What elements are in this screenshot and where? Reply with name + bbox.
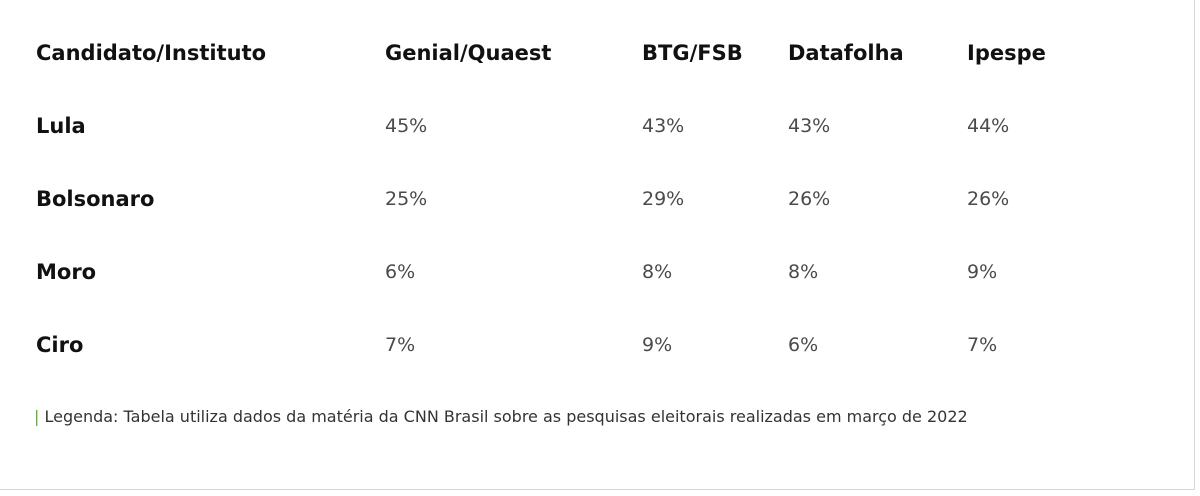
table-cell: 45% <box>385 114 428 137</box>
table-cell: 9% <box>967 260 998 283</box>
caption-text: Legenda: Tabela utiliza dados da matéria… <box>39 407 968 426</box>
header-btg-fsb: BTG/FSB <box>642 40 743 65</box>
table-cell: 8% <box>788 260 819 283</box>
table-row-bolsonaro: Bolsonaro 25% 29% 26% 26% <box>36 162 1087 235</box>
header-ipespe: Ipespe <box>967 40 1046 65</box>
caption-bar: | <box>34 407 40 426</box>
table-cell: 9% <box>642 333 673 356</box>
candidate-name: Lula <box>36 113 86 138</box>
table-cell: 43% <box>642 114 685 137</box>
table-cell: 7% <box>385 333 416 356</box>
table-cell: 26% <box>967 187 1010 210</box>
table-cell: 8% <box>642 260 673 283</box>
table-caption: | Legenda: Tabela utiliza dados da matér… <box>34 395 1144 439</box>
table-cell: 29% <box>642 187 685 210</box>
table-cell: 43% <box>788 114 831 137</box>
table-cell: 7% <box>967 333 998 356</box>
table-row-ciro: Ciro 7% 9% 6% 7% <box>36 308 1087 381</box>
poll-table: Candidato/Instituto Genial/Quaest BTG/FS… <box>36 16 1087 381</box>
table-row-moro: Moro 6% 8% 8% 9% <box>36 235 1087 308</box>
candidate-name: Ciro <box>36 332 84 357</box>
table-row-lula: Lula 45% 43% 43% 44% <box>36 89 1087 162</box>
table-cell: 6% <box>788 333 819 356</box>
header-candidate: Candidato/Instituto <box>36 40 267 65</box>
header-genial-quaest: Genial/Quaest <box>385 40 552 65</box>
candidate-name: Moro <box>36 259 97 284</box>
table-cell: 44% <box>967 114 1010 137</box>
table-cell: 6% <box>385 260 416 283</box>
header-datafolha: Datafolha <box>788 40 904 65</box>
table-cell: 25% <box>385 187 428 210</box>
candidate-name: Bolsonaro <box>36 186 155 211</box>
header-row: Candidato/Instituto Genial/Quaest BTG/FS… <box>36 16 1087 89</box>
table-cell: 26% <box>788 187 831 210</box>
